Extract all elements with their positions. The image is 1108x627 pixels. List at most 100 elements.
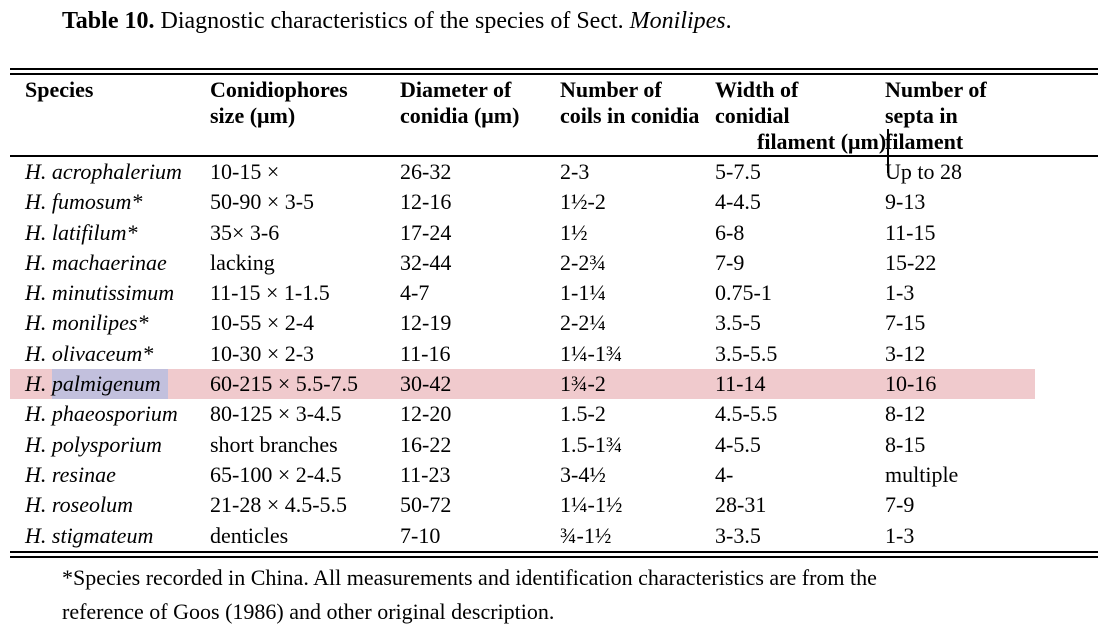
cell-species: H. palmigenum xyxy=(10,369,210,400)
cell-width: 28-31 xyxy=(715,492,767,518)
cell-conidiophores: 35× 3-6 xyxy=(210,219,280,245)
species-epithet: minutissimum xyxy=(51,280,175,306)
cell-diameter: 16-22 xyxy=(400,431,452,457)
cell-coils: 1.5-2 xyxy=(560,401,606,427)
footnote-line: *Species recorded in China. All measurem… xyxy=(62,565,877,590)
cell-width: 6-8 xyxy=(715,219,745,245)
species-epithet: machaerinae xyxy=(51,249,167,275)
cell-coils: 1½-2 xyxy=(560,189,606,215)
species-epithet: phaeosporium xyxy=(51,401,178,427)
table-bottom-rule xyxy=(10,550,1098,558)
footnote-line: reference of Goos (1986) and other origi… xyxy=(62,599,555,624)
section-name: Monilipes xyxy=(629,8,726,34)
cell-septa: 1-3 xyxy=(885,280,915,306)
species-genus: H. xyxy=(25,522,47,548)
table-row: H. phaeosporium 80-125 × 3-4.5 12-20 1.5… xyxy=(10,399,1098,429)
species-genus: H. xyxy=(25,401,47,427)
species-genus: H. xyxy=(25,310,47,336)
cell-conidiophores: 80-125 × 3-4.5 xyxy=(210,401,342,427)
table-row: H. roseolum 21-28 × 4.5-5.5 50-72 1¼-1½ … xyxy=(10,490,1098,520)
table-row: H. monilipes* 10-55 × 2-4 12-19 2-2¼ 3.5… xyxy=(10,308,1098,338)
column-header-coils: Number of coils in conidia xyxy=(560,77,700,128)
cell-diameter: 50-72 xyxy=(400,492,452,518)
cell-septa: 10-16 xyxy=(885,371,937,397)
cell-conidiophores: 10-15 × xyxy=(210,159,280,184)
cell-width: 3.5-5.5 xyxy=(715,340,778,366)
table-header-row: Species Conidiophores size (μm) Diameter… xyxy=(10,75,1098,173)
cell-coils: 1¼-1¾ xyxy=(560,340,623,366)
species-genus: H. xyxy=(25,340,47,366)
table-row-highlighted: H. palmigenum 60-215 × 5.5-7.5 30-42 1¾-… xyxy=(10,369,1098,400)
cell-species: H. olivaceum* xyxy=(10,339,210,369)
cell-species: H. roseolum xyxy=(10,490,210,520)
cell-species: H. machaerinae xyxy=(10,248,210,278)
header-divider-rule xyxy=(10,155,1098,157)
table-row: H. minutissimum 11-15 × 1-1.5 4-7 1-1¼ 0… xyxy=(10,278,1098,308)
table-top-rule xyxy=(10,68,1098,75)
species-epithet: resinae xyxy=(51,461,116,487)
cell-septa: 8-12 xyxy=(885,401,926,427)
species-genus: H. xyxy=(25,431,47,457)
cell-width: 4-4.5 xyxy=(715,189,761,215)
table-row: H. resinae 65-100 × 2-4.5 11-23 3-4½ 4- … xyxy=(10,460,1098,490)
cell-conidiophores: 21-28 × 4.5-5.5 xyxy=(210,492,348,518)
cell-conidiophores: 10-55 × 2-4 xyxy=(210,310,315,336)
species-epithet: monilipes* xyxy=(51,310,149,336)
column-header-width: Width of conidial filament (μm) xyxy=(715,75,890,173)
cell-septa: Up to 28 xyxy=(885,159,962,184)
cell-width: 5-7.5 xyxy=(715,159,761,184)
cell-septa: 11-15 xyxy=(885,219,936,245)
table-footnote: *Species recorded in China. All measurem… xyxy=(62,561,1062,627)
cell-species: H. latifilum* xyxy=(10,218,210,248)
species-epithet: polysporium xyxy=(51,431,162,457)
cell-diameter: 12-20 xyxy=(400,401,452,427)
species-genus: H. xyxy=(25,280,47,306)
table-row: H. polysporium short branches 16-22 1.5-… xyxy=(10,430,1098,460)
species-genus: H. xyxy=(25,492,47,518)
cell-coils: 1¾-2 xyxy=(560,371,606,397)
species-genus: H. xyxy=(25,189,47,215)
species-epithet: olivaceum* xyxy=(51,340,154,366)
cell-width: 0.75-1 xyxy=(715,280,772,306)
cell-septa: 15-22 xyxy=(885,249,937,275)
cell-diameter: 11-16 xyxy=(400,340,451,366)
cell-septa: 8-15 xyxy=(885,431,926,457)
cell-width: 4-5.5 xyxy=(715,431,761,457)
cell-conidiophores: 65-100 × 2-4.5 xyxy=(210,461,342,487)
cell-coils: 1¼-1½ xyxy=(560,492,623,518)
cell-diameter: 32-44 xyxy=(400,249,452,275)
table-row: H. stigmateum denticles 7-10 ¾-1½ 3-3.5 … xyxy=(10,521,1098,551)
cell-species: H. stigmateum xyxy=(10,521,210,551)
cell-species: H. phaeosporium xyxy=(10,399,210,429)
species-genus: H. xyxy=(25,219,47,245)
cell-coils: ¾-1½ xyxy=(560,522,612,548)
column-header-species: Species xyxy=(25,77,94,102)
table-row: H. olivaceum* 10-30 × 2-3 11-16 1¼-1¾ 3.… xyxy=(10,339,1098,369)
cell-conidiophores: denticles xyxy=(210,522,289,548)
diagnostics-table: Species Conidiophores size (μm) Diameter… xyxy=(10,68,1098,558)
text-cursor-icon xyxy=(887,129,890,173)
table-number: Table 10. xyxy=(62,8,155,34)
species-epithet: roseolum xyxy=(51,492,133,518)
cell-conidiophores: 11-15 × 1-1.5 xyxy=(210,280,330,306)
table-row: H. fumosum* 50-90 × 3-5 12-16 1½-2 4-4.5… xyxy=(10,187,1098,217)
cell-coils: 1-1¼ xyxy=(560,280,606,306)
cell-species: H. minutissimum xyxy=(10,278,210,308)
cell-coils: 1½ xyxy=(560,219,588,245)
table-row: H. machaerinae lacking 32-44 2-2¾ 7-9 15… xyxy=(10,248,1098,278)
cell-diameter: 30-42 xyxy=(400,371,452,397)
table-caption: Diagnostic characteristics of the specie… xyxy=(154,8,630,34)
cell-septa: 1-3 xyxy=(885,522,915,548)
species-genus: H. xyxy=(25,159,47,184)
cell-septa: multiple xyxy=(885,461,959,487)
cell-coils: 2-2¾ xyxy=(560,249,606,275)
species-epithet: acrophalerium xyxy=(51,159,182,184)
cell-septa: 3-12 xyxy=(885,340,926,366)
species-genus: H. xyxy=(25,249,47,275)
cell-species: H. polysporium xyxy=(10,430,210,460)
cell-diameter: 12-16 xyxy=(400,189,452,215)
cell-width: 3.5-5 xyxy=(715,310,761,336)
cell-coils: 1.5-1¾ xyxy=(560,431,623,457)
caption-period: . xyxy=(725,8,732,34)
